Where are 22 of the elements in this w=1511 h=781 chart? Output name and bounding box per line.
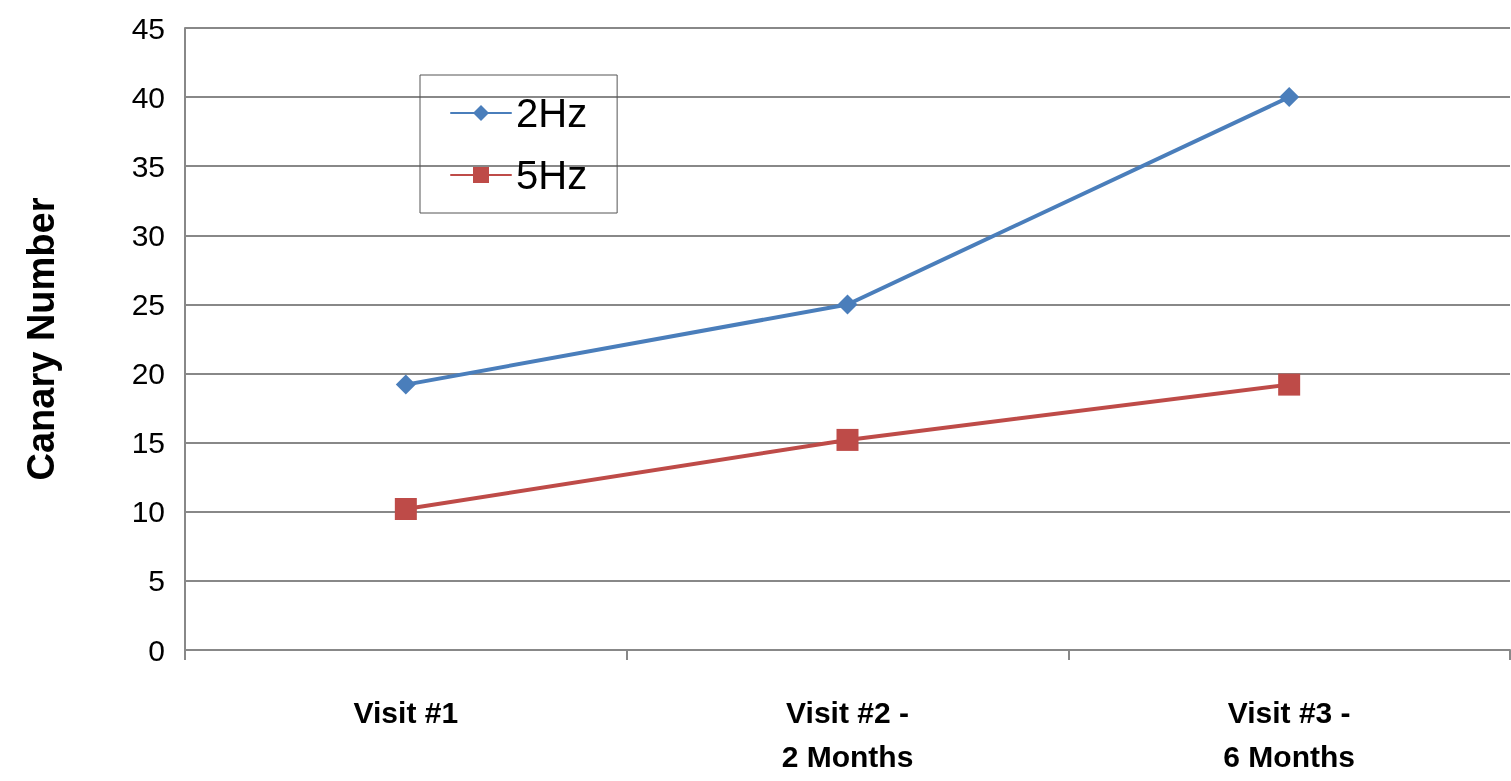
y-tick-label: 15 — [131, 426, 165, 460]
y-tick-label: 45 — [131, 11, 165, 45]
x-tick-label: Visit #2 - 2 Months — [781, 695, 914, 773]
point — [394, 498, 417, 521]
point — [836, 428, 859, 451]
y-axis-title: Canary Number — [20, 197, 62, 481]
legend-label: 2Hz — [516, 91, 588, 135]
y-tick-label: 0 — [148, 633, 165, 667]
legend-label: 5Hz — [516, 153, 588, 197]
point — [1278, 373, 1301, 396]
point — [395, 374, 416, 395]
y-tick-label: 10 — [131, 495, 165, 529]
point — [837, 294, 858, 315]
y-tick-label: 5 — [148, 564, 165, 598]
y-tick-label: 35 — [131, 149, 165, 183]
y-tick-label: 20 — [131, 357, 165, 391]
x-tick-label: Visit #1 — [353, 695, 459, 729]
x-tick-label: Visit #3 - 6 Months — [1223, 695, 1355, 773]
y-tick-label: 40 — [131, 80, 165, 114]
y-tick-label: 30 — [131, 218, 165, 252]
point — [1279, 87, 1300, 108]
y-tick-label: 25 — [131, 287, 165, 321]
